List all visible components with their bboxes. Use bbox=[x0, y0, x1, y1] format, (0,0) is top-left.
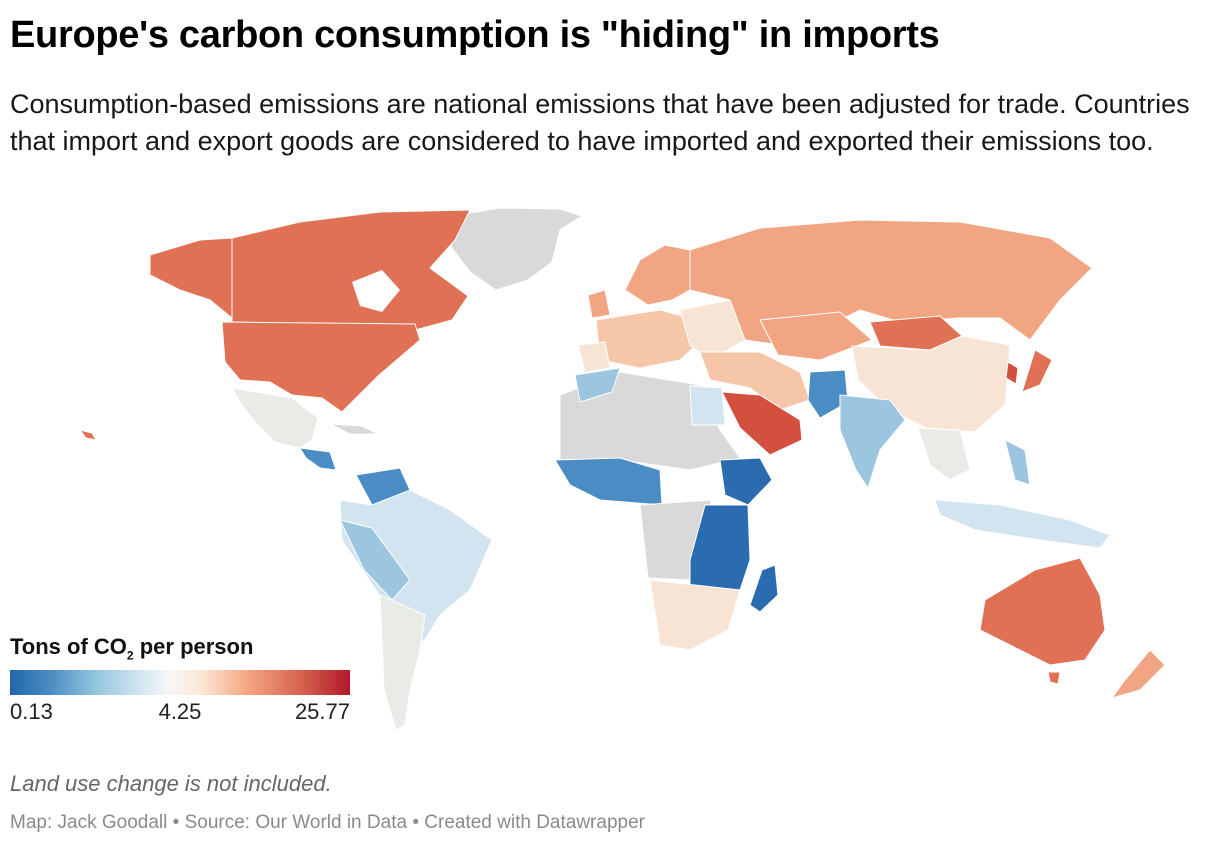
legend-max-label: 25.77 bbox=[294, 699, 350, 725]
region-south-america bbox=[339, 489, 493, 651]
region-ethiopia bbox=[719, 457, 773, 506]
region-kazakhstan bbox=[759, 311, 873, 361]
region-pakistan bbox=[807, 369, 849, 419]
region-philippines bbox=[1004, 439, 1031, 486]
region-peru-bolivia bbox=[339, 519, 411, 601]
color-legend: Tons of CO2 per person 0.13 4.25 25.77 bbox=[10, 634, 355, 725]
region-indonesia bbox=[934, 499, 1111, 549]
chart-note: Land use change is not included. bbox=[10, 771, 332, 796]
region-west-africa bbox=[554, 457, 663, 506]
region-saudi-arabia bbox=[721, 391, 803, 456]
footer-separator-2: • bbox=[407, 812, 425, 833]
region-caribbean bbox=[329, 423, 379, 435]
footer-credit: Map: Jack Goodall bbox=[10, 812, 168, 833]
legend-min-label: 0.13 bbox=[10, 699, 53, 725]
footer-tool: Created with Datawrapper bbox=[424, 812, 645, 833]
region-southern-africa bbox=[649, 579, 741, 651]
region-iberia bbox=[577, 341, 611, 373]
region-alaska bbox=[149, 237, 233, 320]
region-argentina-chile bbox=[379, 594, 426, 731]
region-egypt bbox=[689, 385, 726, 426]
region-scandinavia bbox=[624, 244, 691, 306]
region-se-asia bbox=[917, 427, 971, 481]
region-turkey-iran bbox=[699, 351, 811, 411]
region-korea bbox=[1005, 361, 1019, 385]
legend-scale: 0.13 4.25 25.77 bbox=[10, 699, 355, 725]
legend-mid-label: 4.25 bbox=[158, 699, 202, 725]
region-mexico bbox=[231, 387, 319, 449]
region-australia bbox=[979, 557, 1106, 666]
region-tasmania bbox=[1047, 671, 1061, 685]
region-central-america bbox=[299, 447, 337, 471]
chart-footer: Map: Jack Goodall • Source: Our World in… bbox=[10, 812, 645, 834]
region-morocco bbox=[574, 367, 621, 403]
region-usa bbox=[221, 321, 421, 413]
region-new-zealand bbox=[1110, 649, 1166, 699]
legend-title: Tons of CO2 per person bbox=[10, 634, 254, 663]
region-greenland bbox=[439, 207, 584, 291]
footer-separator: • bbox=[167, 812, 185, 833]
chart-title: Europe's carbon consumption is "hiding" … bbox=[10, 14, 940, 56]
region-japan bbox=[1021, 349, 1053, 393]
region-madagascar bbox=[749, 564, 779, 613]
region-russia bbox=[689, 219, 1093, 346]
region-eastern-europe bbox=[679, 299, 746, 361]
region-india bbox=[839, 394, 906, 490]
world-map bbox=[78, 207, 1166, 731]
region-canada bbox=[231, 209, 471, 331]
footer-source: Source: Our World in Data bbox=[184, 812, 408, 833]
region-hawaii bbox=[78, 429, 97, 441]
chart-subtitle: Consumption-based emissions are national… bbox=[10, 89, 1190, 156]
hudson-bay bbox=[352, 270, 400, 312]
legend-gradient-bar bbox=[10, 670, 350, 696]
region-uk bbox=[587, 289, 611, 319]
